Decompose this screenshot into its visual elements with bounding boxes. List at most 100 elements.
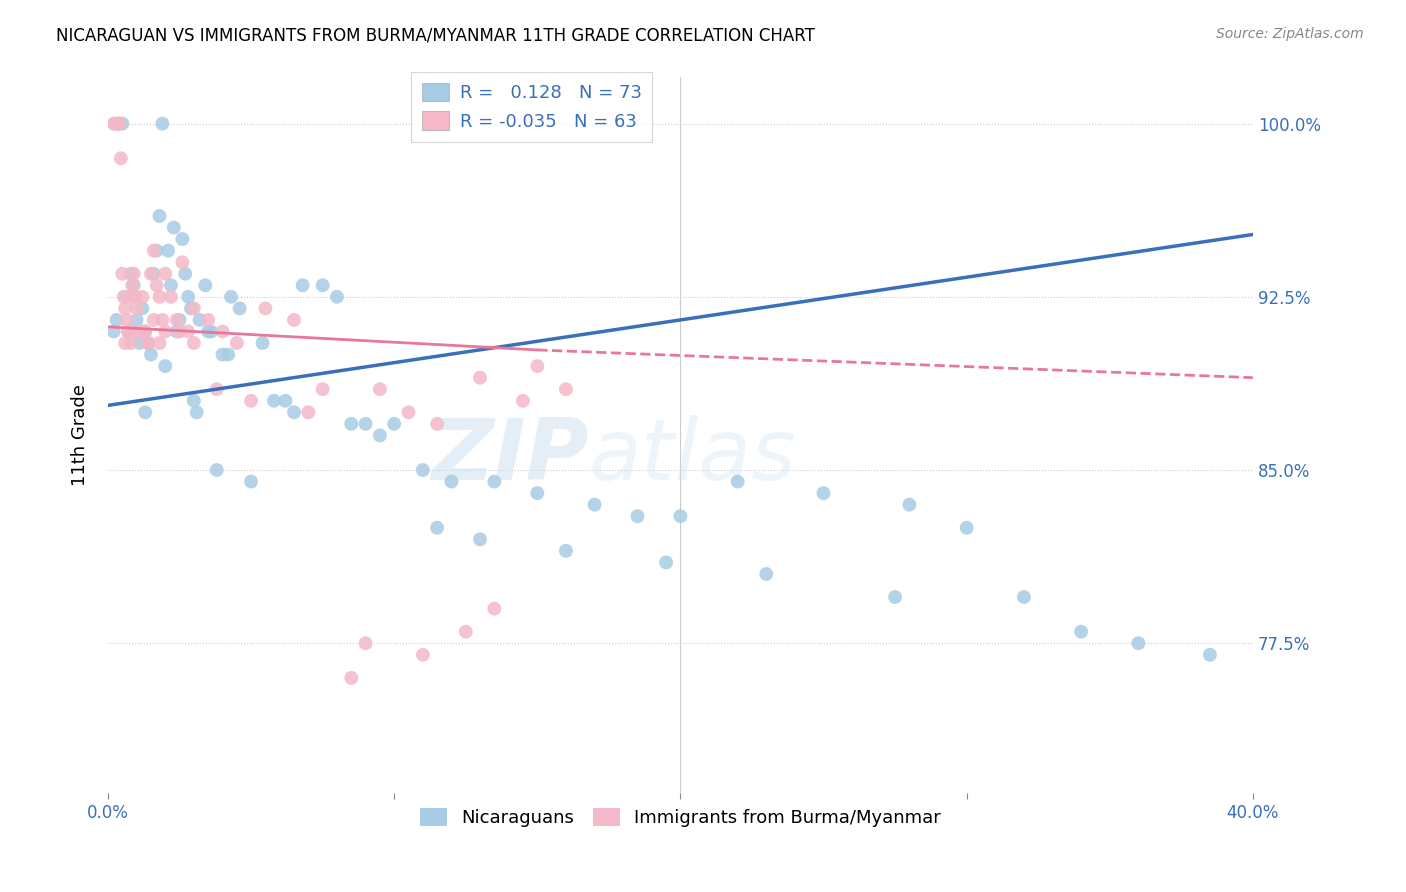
Point	[468, 370, 491, 384]
Text: atlas: atlas	[589, 416, 797, 499]
Text: ZIP: ZIP	[432, 416, 589, 499]
Point	[626, 509, 648, 524]
Point	[148, 290, 170, 304]
Point	[468, 533, 491, 547]
Point	[340, 671, 363, 685]
Point	[884, 590, 907, 604]
Point	[555, 544, 578, 558]
Point	[291, 278, 314, 293]
Point	[240, 475, 263, 489]
Point	[107, 117, 129, 131]
Point	[252, 336, 274, 351]
Point	[297, 405, 319, 419]
Point	[134, 325, 156, 339]
Point	[727, 475, 749, 489]
Point	[219, 290, 242, 304]
Point	[188, 313, 211, 327]
Point	[755, 566, 778, 581]
Point	[163, 220, 186, 235]
Point	[114, 336, 136, 351]
Point	[1012, 590, 1035, 604]
Point	[105, 117, 128, 131]
Point	[205, 382, 228, 396]
Point	[131, 301, 153, 316]
Point	[412, 463, 434, 477]
Point	[142, 267, 165, 281]
Point	[526, 359, 548, 373]
Point	[139, 267, 162, 281]
Point	[217, 347, 239, 361]
Point	[177, 325, 200, 339]
Point	[813, 486, 835, 500]
Point	[228, 301, 250, 316]
Point	[169, 325, 191, 339]
Point	[155, 267, 177, 281]
Point	[186, 405, 208, 419]
Point	[194, 278, 217, 293]
Point	[311, 382, 333, 396]
Point	[125, 313, 148, 327]
Point	[412, 648, 434, 662]
Point	[1128, 636, 1150, 650]
Point	[139, 347, 162, 361]
Point	[1199, 648, 1222, 662]
Point	[148, 209, 170, 223]
Point	[115, 313, 138, 327]
Point	[145, 244, 167, 258]
Point	[454, 624, 477, 639]
Point	[136, 336, 159, 351]
Point	[382, 417, 405, 431]
Point	[484, 601, 506, 615]
Point	[108, 117, 131, 131]
Point	[274, 393, 297, 408]
Point	[583, 498, 606, 512]
Point	[160, 290, 183, 304]
Point	[200, 325, 222, 339]
Point	[177, 290, 200, 304]
Legend: Nicaraguans, Immigrants from Burma/Myanmar: Nicaraguans, Immigrants from Burma/Myanm…	[413, 801, 948, 834]
Point	[150, 313, 173, 327]
Point	[105, 313, 128, 327]
Point	[240, 393, 263, 408]
Point	[122, 267, 145, 281]
Point	[426, 417, 449, 431]
Point	[131, 325, 153, 339]
Point	[150, 117, 173, 131]
Point	[263, 393, 285, 408]
Point	[484, 475, 506, 489]
Point	[254, 301, 277, 316]
Point	[103, 325, 125, 339]
Point	[120, 336, 142, 351]
Point	[121, 278, 143, 293]
Point	[283, 313, 305, 327]
Point	[136, 336, 159, 351]
Point	[174, 267, 197, 281]
Point	[1070, 624, 1092, 639]
Point	[114, 290, 136, 304]
Point	[148, 336, 170, 351]
Point	[131, 290, 153, 304]
Y-axis label: 11th Grade: 11th Grade	[72, 384, 89, 486]
Point	[183, 336, 205, 351]
Point	[368, 428, 391, 442]
Point	[669, 509, 692, 524]
Point	[211, 347, 233, 361]
Point	[183, 393, 205, 408]
Point	[340, 417, 363, 431]
Point	[555, 382, 578, 396]
Point	[655, 556, 678, 570]
Point	[155, 359, 177, 373]
Point	[155, 325, 177, 339]
Point	[172, 232, 194, 246]
Point	[157, 244, 180, 258]
Point	[426, 521, 449, 535]
Point	[120, 267, 142, 281]
Point	[398, 405, 420, 419]
Point	[125, 325, 148, 339]
Text: NICARAGUAN VS IMMIGRANTS FROM BURMA/MYANMAR 11TH GRADE CORRELATION CHART: NICARAGUAN VS IMMIGRANTS FROM BURMA/MYAN…	[56, 27, 815, 45]
Point	[124, 290, 146, 304]
Point	[117, 325, 139, 339]
Point	[183, 301, 205, 316]
Point	[103, 117, 125, 131]
Point	[354, 417, 377, 431]
